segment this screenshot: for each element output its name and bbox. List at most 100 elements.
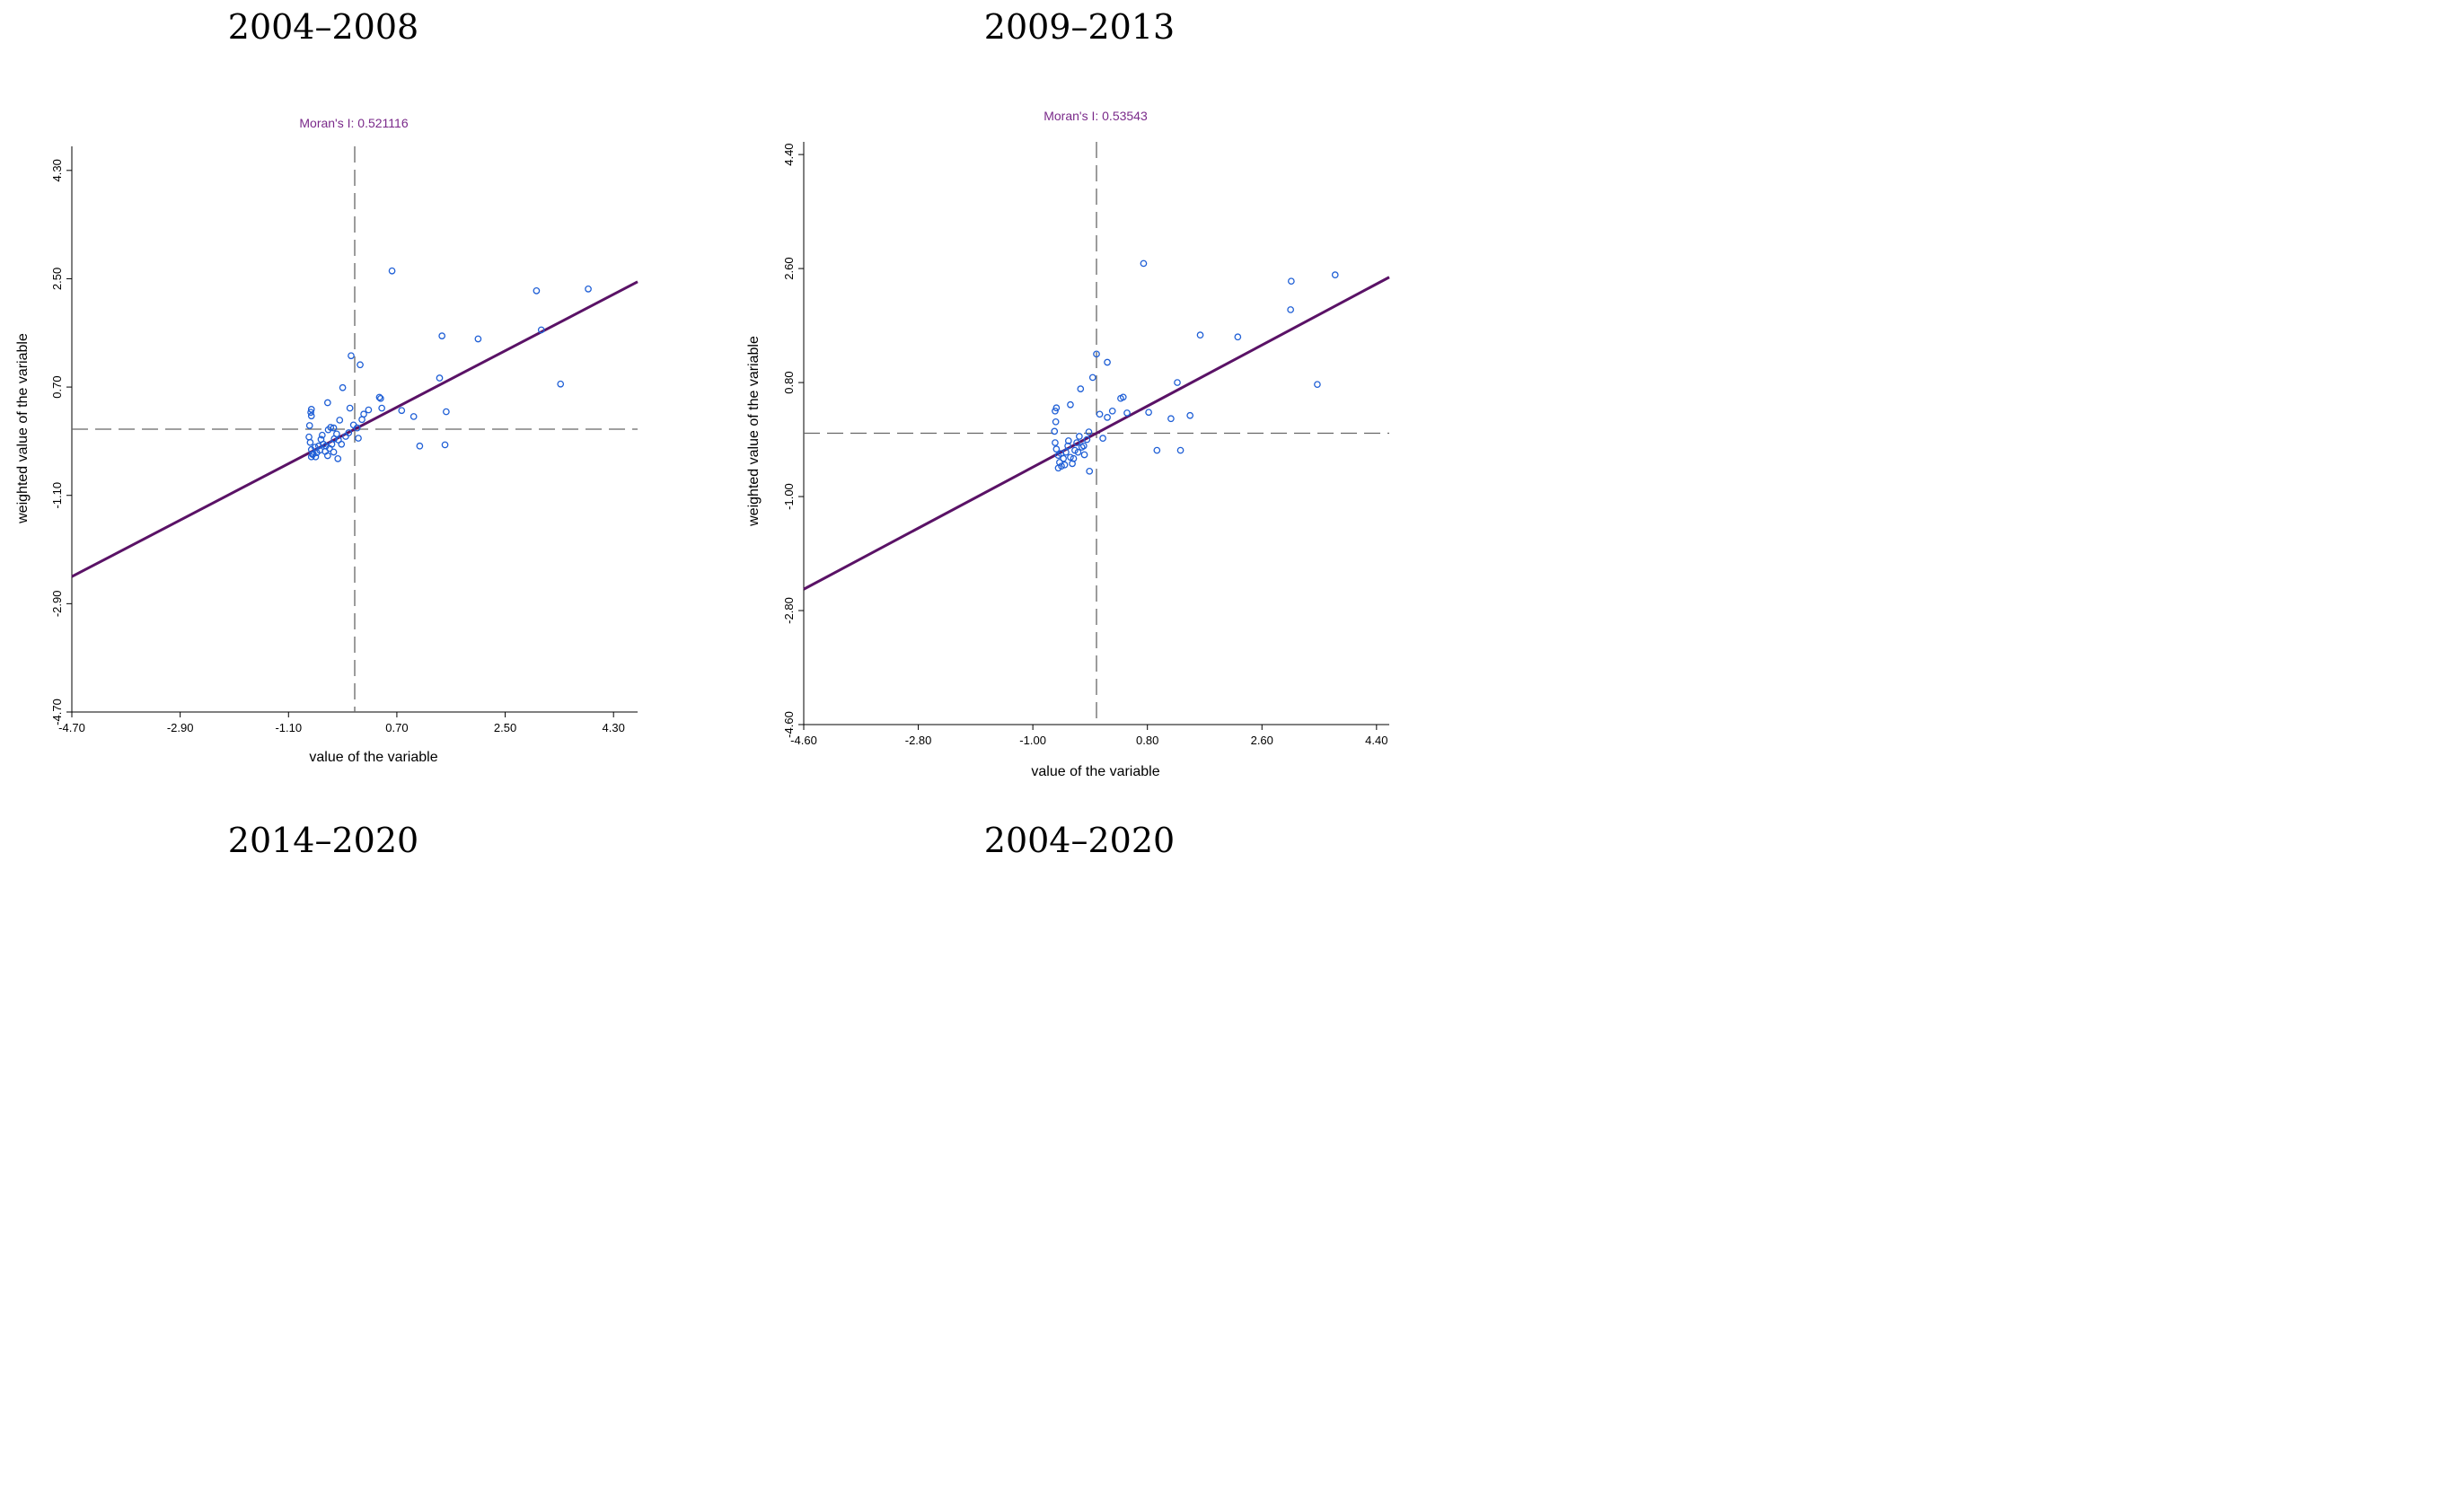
y-tick-label: -4.60 [782,711,796,738]
data-point [1064,437,1072,444]
data-point [1052,439,1059,446]
data-point [1086,467,1094,475]
y-tick-label: -2.90 [50,591,64,618]
x-tick-label: 2.60 [1251,734,1273,747]
data-point [336,417,344,424]
data-point [1054,464,1062,472]
data-point [410,413,418,420]
data-point [1052,407,1059,415]
moran-i-title: Moran's I: 0.53543 [1044,109,1148,123]
moran-i-title: Moran's I: 0.521116 [299,116,408,130]
data-point [307,406,315,413]
data-point [416,442,424,450]
data-point [375,393,383,401]
data-point [307,412,315,420]
data-point [388,267,396,275]
data-point [557,380,565,388]
data-point [1080,451,1088,459]
data-point [398,407,406,415]
regression-line [803,276,1390,591]
data-point [533,287,541,294]
data-point [321,442,330,450]
data-point [339,383,347,391]
x-tick-label: -4.60 [790,734,817,747]
data-point [346,404,354,412]
data-point [330,448,338,456]
data-point [1108,407,1116,415]
y-tick-label: 4.40 [782,143,796,165]
data-point [537,326,545,334]
data-point [334,454,342,462]
period-label-top-right: 2009–2013 [983,7,1176,47]
data-point [1119,393,1127,401]
data-point [1153,446,1161,454]
data-point [311,444,319,451]
y-tick-label: 0.70 [50,375,64,398]
data-point [306,438,314,446]
y-axis-label: weighted value of the variable [746,336,762,527]
data-point [1167,415,1175,423]
x-tick-label: 0.70 [385,721,408,734]
data-point [1074,448,1082,456]
data-point [333,430,340,438]
x-axis-label: value of the variable [1031,764,1159,779]
x-tick-label: 0.80 [1136,734,1158,747]
data-point [1176,446,1184,454]
data-point [357,361,364,369]
data-point [318,431,326,439]
data-point [309,451,316,458]
data-point [1145,409,1152,417]
data-point [307,409,314,417]
data-point [1331,271,1339,278]
y-tick-label: 4.30 [50,159,64,181]
y-tick-label: -4.70 [50,699,64,725]
data-point [1287,306,1295,313]
data-point [1070,454,1078,462]
data-point [1093,350,1100,358]
data-point [1123,409,1131,417]
data-point [1061,461,1069,469]
data-point [355,435,362,442]
data-point [365,406,373,414]
data-point [1052,418,1060,426]
data-point [1067,453,1074,462]
data-point [1067,400,1074,409]
x-axis-label: value of the variable [309,750,437,765]
y-tick-label: -1.10 [50,482,64,509]
period-label-bottom-right: 2004–2020 [983,821,1176,860]
x-tick-label: 4.40 [1365,734,1387,747]
y-tick-label: 2.60 [782,257,796,279]
data-point [345,429,353,436]
data-point [360,410,367,418]
data-point [378,404,386,412]
y-tick-label: -2.80 [782,597,796,624]
data-point [323,399,331,407]
data-point [323,452,331,460]
data-point [1052,445,1061,453]
data-point [1077,385,1085,392]
charts-canvas: Moran's I: 0.521116 weighted value of th… [15,109,1390,779]
data-point [328,440,336,448]
y-tick-label: -1.00 [782,483,796,510]
data-point [1186,411,1194,419]
data-point [353,424,361,432]
data-point [441,441,449,449]
data-point [1099,435,1106,442]
data-point [376,394,384,402]
x-tick-label: 2.50 [494,721,516,734]
data-point [1314,381,1321,389]
data-point [305,433,313,441]
data-point [330,424,338,432]
x-tick-label: -1.00 [1019,734,1046,747]
data-point [1088,374,1096,382]
data-point [1079,442,1088,450]
moran-scatterplot-right: Moran's I: 0.53543 weighted value of the… [746,109,1390,779]
data-point [338,440,346,448]
x-tick-label: 4.30 [603,721,625,734]
data-point [1104,414,1111,421]
period-label-top-left: 2004–2008 [227,7,419,47]
data-point [443,408,450,416]
x-tick-label: -2.80 [905,734,932,747]
period-label-bottom-left: 2014–2020 [227,821,419,860]
data-point [1057,450,1065,457]
